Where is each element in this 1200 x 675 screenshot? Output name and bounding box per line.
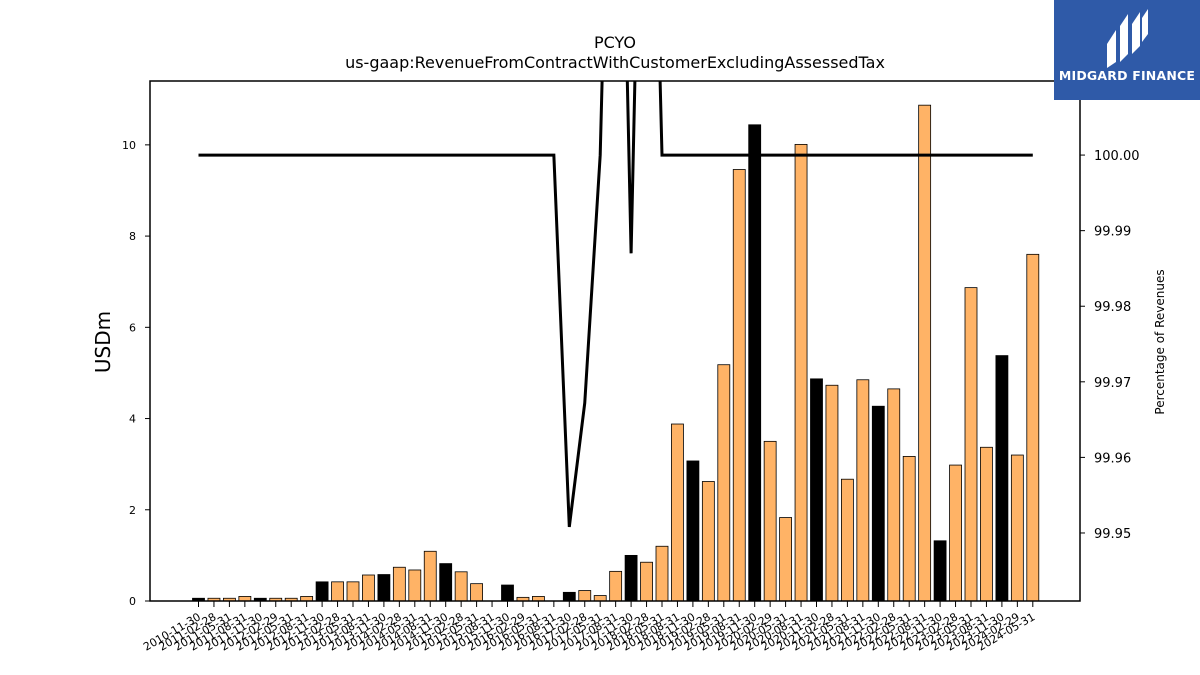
y2-tick-label: 100.00 bbox=[1094, 149, 1140, 164]
bar bbox=[640, 561, 653, 602]
bar bbox=[964, 287, 978, 602]
y-tick-label: 10 bbox=[122, 139, 136, 152]
bar bbox=[609, 570, 623, 602]
bar bbox=[1010, 454, 1024, 602]
bar bbox=[655, 545, 669, 602]
bar bbox=[717, 364, 731, 602]
bar bbox=[562, 591, 576, 602]
bar bbox=[624, 554, 638, 602]
bar bbox=[686, 460, 700, 602]
y2-axis: 99.95 99.96 99.97 99.98 99.99 100.00 bbox=[1080, 149, 1140, 542]
y2-tick-label: 99.97 bbox=[1094, 376, 1131, 391]
bar bbox=[949, 464, 962, 602]
bar bbox=[362, 574, 375, 602]
plot-frame bbox=[149, 80, 1081, 602]
bar bbox=[933, 540, 947, 602]
bars-group bbox=[192, 104, 1040, 602]
chart-subtitle: us-gaap:RevenueFromContractWithCustomerE… bbox=[345, 53, 885, 72]
y2-tick-label: 99.98 bbox=[1094, 300, 1131, 315]
midgard-logo-icon bbox=[1107, 9, 1148, 68]
brand-logo: MIDGARD FINANCE bbox=[1054, 0, 1200, 100]
y2-tick-label: 99.95 bbox=[1094, 527, 1131, 542]
bar bbox=[392, 566, 406, 602]
bar bbox=[315, 581, 329, 602]
bar bbox=[578, 590, 592, 602]
bar bbox=[902, 455, 916, 602]
bar bbox=[887, 388, 901, 602]
bar bbox=[748, 124, 762, 602]
bar bbox=[454, 571, 468, 602]
percentage-line-group bbox=[198, 81, 1033, 528]
y-tick-label: 4 bbox=[129, 413, 136, 426]
y2-axis-label: Percentage of Revenues bbox=[1153, 269, 1167, 414]
bar bbox=[825, 384, 839, 602]
y-tick-label: 0 bbox=[129, 595, 136, 608]
bar bbox=[995, 355, 1009, 602]
bar bbox=[501, 584, 514, 602]
y-tick-label: 8 bbox=[129, 230, 136, 243]
y-axis-label: USDm bbox=[91, 311, 115, 373]
bar bbox=[856, 379, 870, 602]
bar bbox=[871, 405, 885, 602]
y2-tick-label: 99.99 bbox=[1094, 225, 1131, 240]
bar bbox=[794, 143, 808, 602]
bar bbox=[732, 169, 746, 602]
bar bbox=[671, 423, 684, 602]
bar bbox=[346, 581, 360, 602]
bar bbox=[779, 517, 792, 602]
y-tick-label: 6 bbox=[129, 321, 136, 334]
chart-title: PCYO bbox=[594, 33, 636, 52]
logo-text: MIDGARD FINANCE bbox=[1058, 68, 1196, 83]
x-axis: 2010-11-302011-02-282011-05-312011-08-31… bbox=[141, 601, 1037, 654]
y-tick-label: 2 bbox=[129, 504, 136, 517]
bar bbox=[331, 581, 344, 602]
bar bbox=[810, 378, 823, 602]
bar bbox=[470, 583, 484, 602]
bar bbox=[1026, 253, 1040, 602]
y2-tick-label: 99.96 bbox=[1094, 451, 1131, 466]
bar bbox=[423, 550, 437, 602]
bar bbox=[980, 446, 993, 602]
bar bbox=[377, 574, 391, 602]
bar bbox=[701, 481, 715, 602]
bar bbox=[439, 563, 453, 602]
percentage-line bbox=[198, 81, 1033, 528]
bar bbox=[841, 478, 854, 602]
bar bbox=[408, 569, 422, 602]
bar bbox=[593, 595, 607, 602]
bar bbox=[918, 104, 932, 602]
y-axis: 0 2 4 6 8 10 bbox=[122, 139, 150, 608]
bar bbox=[763, 440, 777, 602]
